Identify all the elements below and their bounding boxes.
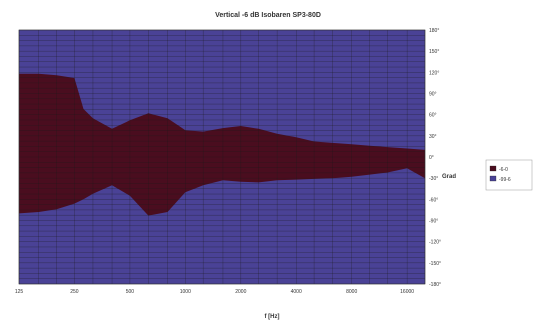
x-tick-label: 16000 [400,289,414,295]
legend-swatch [489,175,497,182]
y-tick-label: 30° [429,134,437,140]
x-tick-label: 250 [70,289,79,295]
vertical-grid [18,30,426,284]
y-tick-label: -180° [429,282,441,288]
x-tick-label: 4000 [291,289,302,295]
y-axis-label: Grad [442,174,456,180]
x-tick-label: 500 [126,289,135,295]
x-axis-label: f [Hz] [265,314,280,320]
x-tick-label: 1000 [180,289,191,295]
chart-title: Vertical -6 dB Isobaren SP3-80D [215,12,321,19]
y-tick-label: 150° [429,49,439,55]
y-tick-label: -120° [429,240,441,246]
y-tick-label: 0° [429,155,434,161]
x-tick-label: 2000 [235,289,246,295]
y-tick-label: -30° [429,176,438,182]
legend-swatch [489,165,497,172]
legend-label: -99-6 [499,177,511,183]
y-tick-label: -150° [429,261,441,267]
horizontal-grid [19,29,425,285]
y-tick-label: -60° [429,197,438,203]
y-tick-label: 180° [429,28,439,34]
plot-border [18,29,426,285]
y-tick-label: 120° [429,70,439,76]
x-axis-ticks: 125 250 500 1000 2000 4000 8000 16000 [15,289,414,295]
legend: -6-0 -99-6 [485,159,533,191]
x-tick-label: 125 [15,289,24,295]
legend-label: -6-0 [499,167,508,173]
plot-area [18,29,426,285]
y-tick-label: 90° [429,92,437,98]
legend-box [485,159,533,191]
y-axis-ticks: 180° 150° 120° 90° 60° 30° 0° -30° -60° -90° -120°… [429,28,441,288]
series-area-fill [19,73,425,216]
y-tick-label: 60° [429,113,437,119]
y-tick-label: -90° [429,219,438,225]
x-tick-label: 8000 [346,289,357,295]
